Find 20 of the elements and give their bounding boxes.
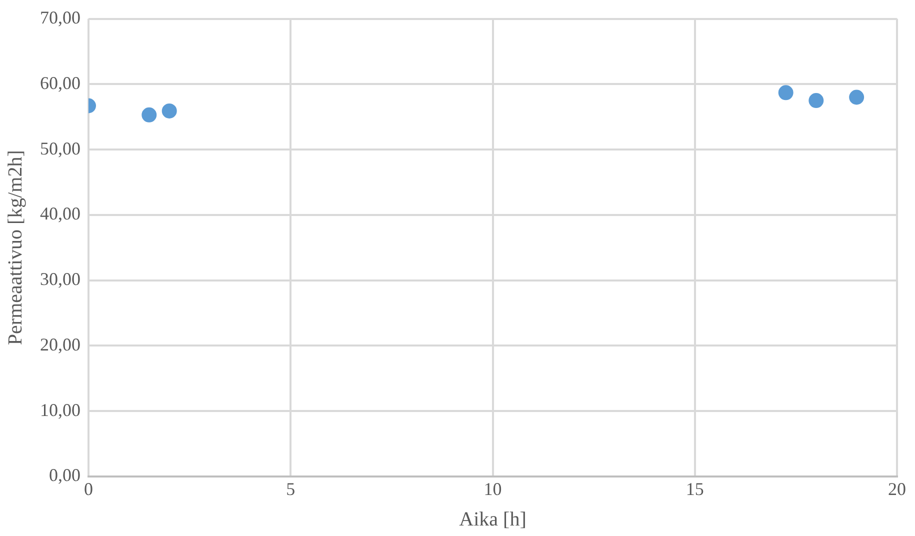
y-tick-label: 20,00 xyxy=(40,334,80,354)
y-tick-label: 70,00 xyxy=(40,8,80,28)
y-axis-title: Permeaattivuo [kg/m2h] xyxy=(4,150,26,346)
point xyxy=(778,85,794,100)
x-tick-label: 20 xyxy=(888,478,906,499)
point xyxy=(142,107,157,122)
x-tick-label: 5 xyxy=(286,478,296,499)
point xyxy=(849,90,864,105)
point xyxy=(808,93,824,108)
x-axis-title: Aika [h] xyxy=(459,508,526,530)
y-tick-label: 40,00 xyxy=(40,204,80,224)
point xyxy=(162,103,177,118)
x-tick-label: 0 xyxy=(84,478,93,499)
y-tick-label: 30,00 xyxy=(40,269,80,290)
x-tick-label: 10 xyxy=(484,478,502,499)
y-tick-label: 10,00 xyxy=(40,400,80,420)
x-tick-label: 15 xyxy=(686,478,704,499)
y-tick-label: 50,00 xyxy=(40,138,80,158)
y-tick-label: 60,00 xyxy=(40,72,80,93)
y-tick-label: 0,00 xyxy=(49,465,80,486)
